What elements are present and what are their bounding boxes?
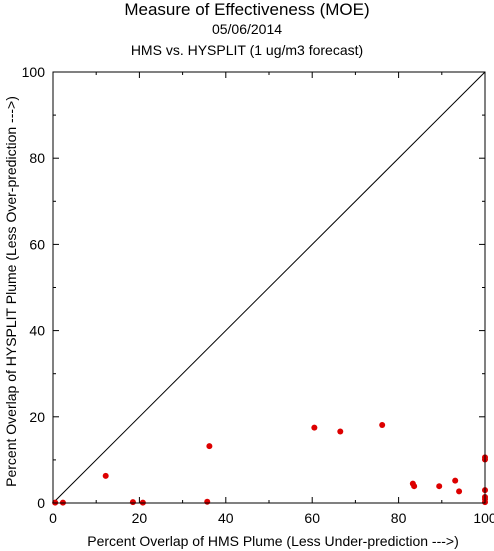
plot-frame	[52, 71, 486, 504]
chart-date: 05/06/2014	[211, 21, 283, 37]
y-axis-label: Percent Overlap of HYSPLIT Plume (Less O…	[3, 96, 19, 487]
data-point	[452, 477, 459, 484]
y-tick-label: 0	[37, 495, 45, 511]
data-point	[456, 488, 463, 495]
data-point	[102, 472, 109, 479]
x-tick-label: 0	[49, 510, 57, 526]
y-tick-label: 80	[29, 150, 45, 166]
y-tick-label: 20	[29, 409, 45, 425]
x-tick-label: 40	[218, 510, 234, 526]
chart-subtitle: HMS vs. HYSPLIT (1 ug/m3 forecast)	[130, 42, 364, 58]
data-point	[411, 483, 418, 490]
y-tick-label: 40	[29, 323, 45, 339]
y-tick-label: 100	[22, 64, 46, 80]
data-point	[129, 499, 136, 506]
x-axis-label: Percent Overlap of HMS Plume (Less Under…	[87, 533, 459, 549]
data-point	[436, 483, 443, 490]
x-tick-label: 100	[473, 510, 494, 526]
y-tick-label: 60	[29, 236, 45, 252]
data-point	[337, 428, 344, 435]
chart-title: Measure of Effectiveness (MOE)	[124, 0, 370, 19]
x-tick-label: 60	[304, 510, 320, 526]
reference-diagonal-line	[52, 71, 486, 504]
tick-labels: 0 20 40 60 80 100 0 20 40 60 80 100	[22, 64, 494, 526]
data-points	[52, 421, 488, 506]
data-point	[206, 443, 213, 450]
x-tick-label: 20	[132, 510, 148, 526]
x-tick-label: 80	[391, 510, 407, 526]
data-point	[311, 424, 318, 431]
data-point	[204, 498, 211, 505]
data-point	[379, 421, 386, 428]
